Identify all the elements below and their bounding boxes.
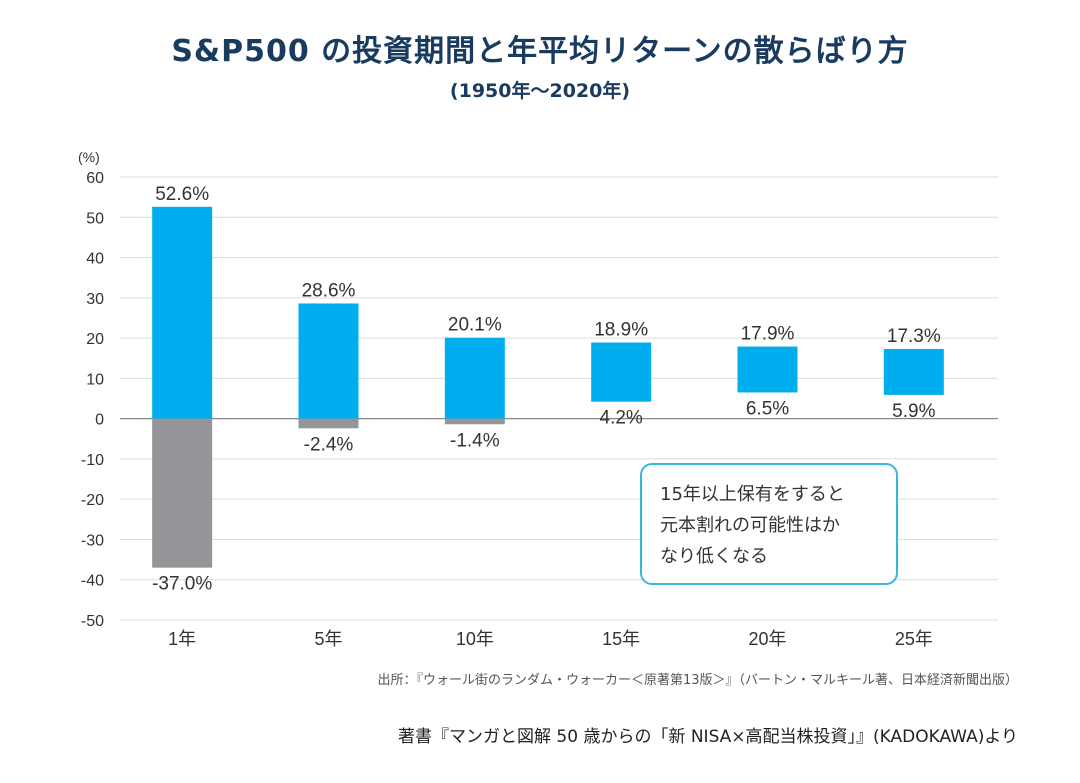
bar-negative [298,418,359,429]
x-tick-label: 5年 [314,629,342,649]
max-value-label: 28.6% [302,280,356,301]
callout-line-2: 元本割れの可能性はか [660,515,840,536]
callout-line-3: なり低くなる [660,546,768,567]
bar-range [591,342,652,402]
max-value-label: 17.9% [741,324,795,345]
min-value-label: -37.0% [152,574,212,595]
y-tick-label: 0 [95,412,104,429]
min-value-label: -1.4% [450,430,500,451]
chart-title: S&P500 の投資期間と年平均リターンの散らばり方 [171,34,909,69]
y-tick-label: -40 [81,573,104,590]
y-tick-label: 10 [86,371,104,388]
min-value-label: -2.4% [304,434,354,455]
bar-positive [298,303,359,419]
y-tick-label: -30 [81,532,104,549]
source-note: 出所：『ウォール街のランダム・ウォーカー＜原著第13版＞』（バートン・マルキール… [377,673,1018,688]
chart-subtitle: (1950年〜2020年) [449,80,631,102]
y-tick-label: 60 [86,170,104,187]
y-tick-label: 30 [86,291,104,308]
y-tick-label: -10 [81,452,104,469]
bar-range [737,346,798,393]
min-value-label: 5.9% [892,401,935,422]
bar-positive [444,337,505,419]
x-tick-label: 20年 [748,629,786,649]
max-value-label: 52.6% [155,184,209,205]
y-tick-label: -50 [81,613,104,630]
x-tick-label: 10年 [456,629,494,649]
y-axis-unit: (%) [78,149,100,165]
credit-note: 著書『マンガと図解 50 歳からの「新 NISA×高配当株投資」』(KADOKA… [398,727,1018,747]
x-tick-label: 1年 [168,629,196,649]
max-value-label: 18.9% [594,320,648,341]
y-tick-label: 20 [86,331,104,348]
bar-negative [152,418,213,568]
min-value-label: 6.5% [746,398,789,419]
max-value-label: 17.3% [887,326,941,347]
bar-negative [444,418,505,425]
max-value-label: 20.1% [448,315,502,336]
callout-box: 15年以上保有をすると 元本割れの可能性はか なり低くなる [640,463,898,585]
x-tick-label: 25年 [895,629,933,649]
callout-line-1: 15年以上保有をすると [660,484,845,505]
bar-range [883,348,944,395]
x-tick-label: 15年 [602,629,640,649]
y-tick-label: 50 [86,210,104,227]
min-value-label: 4.2% [600,408,643,429]
y-tick-label: 40 [86,251,104,268]
bar-positive [152,206,213,419]
y-tick-label: -20 [81,492,104,509]
